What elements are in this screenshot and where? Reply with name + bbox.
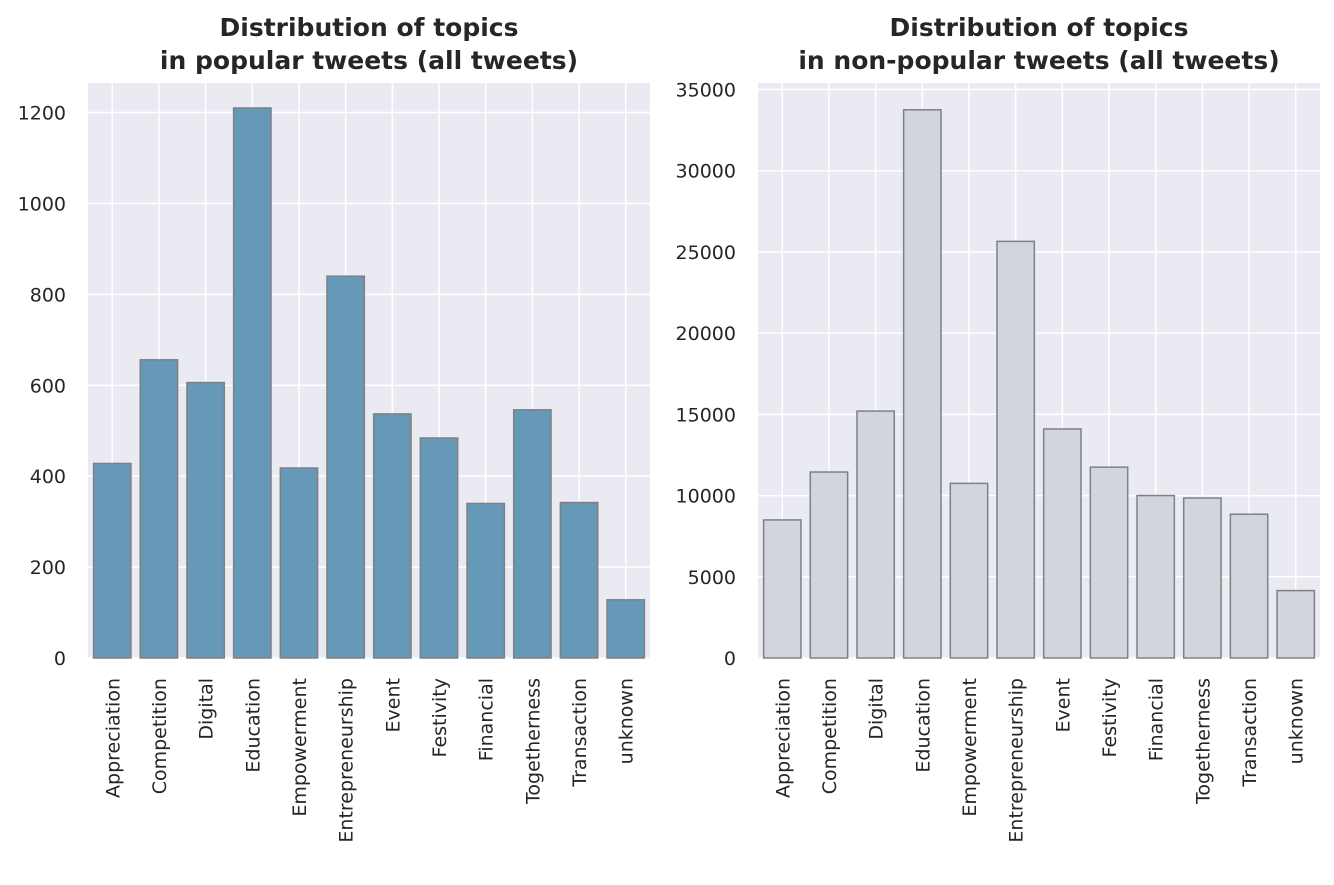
bar-togetherness <box>512 409 552 659</box>
x-tick-label: Empowerment <box>959 678 981 817</box>
y-tick-label: 0 <box>54 648 66 670</box>
y-tick-label: 30000 <box>676 161 736 183</box>
bar-festivity <box>1089 466 1129 659</box>
x-tick-label: Togetherness <box>522 678 544 805</box>
x-tick-label: Appreciation <box>772 678 794 798</box>
x-tick-label: Digital <box>866 678 888 740</box>
y-tick-label: 5000 <box>688 567 736 589</box>
x-tick-label: Festivity <box>429 678 451 757</box>
x-tick-label: Financial <box>476 678 498 761</box>
x-tick-label: Empowerment <box>289 678 311 817</box>
x-tick-label: Event <box>382 678 404 732</box>
bar-event <box>1042 428 1082 659</box>
plot-area <box>88 83 650 658</box>
chart-title: in popular tweets (all tweets) <box>160 46 578 75</box>
y-tick-label: 200 <box>30 557 66 579</box>
bar-financial <box>1136 494 1176 659</box>
bar-appreciation <box>92 462 132 659</box>
bar-entrepreneurship <box>326 275 366 659</box>
y-tick-label: 35000 <box>676 79 736 101</box>
bar-digital <box>186 381 226 659</box>
y-tick-label: 1200 <box>18 103 66 125</box>
y-tick-label: 1000 <box>18 193 66 215</box>
x-tick-label: Appreciation <box>102 678 124 798</box>
x-tick-label: Togetherness <box>1192 678 1214 805</box>
y-tick-label: 800 <box>30 284 66 306</box>
y-tick-label: 0 <box>724 648 736 670</box>
chart-non-popular-tweets: 0 5000 10000 15000 20000 25000 30000 35000 Appre… <box>676 13 1320 843</box>
x-tick-label: Competition <box>149 678 171 794</box>
bar-unknown <box>606 599 646 659</box>
bar-festivity <box>419 437 459 659</box>
bar-appreciation <box>762 519 802 659</box>
y-tick-label: 15000 <box>676 404 736 426</box>
bar-unknown <box>1276 589 1316 659</box>
x-tick-label: Event <box>1052 678 1074 732</box>
x-tick-label: Digital <box>196 678 218 740</box>
chart-title: in non-popular tweets (all tweets) <box>798 46 1279 75</box>
x-tick-label: Entrepreneurship <box>336 678 358 843</box>
x-tick-label: Transaction <box>1239 678 1261 788</box>
y-tick-label: 20000 <box>676 323 736 345</box>
plot-area <box>758 83 1320 658</box>
bar-competition <box>809 471 849 659</box>
bar-entrepreneurship <box>996 240 1036 659</box>
chart-popular-tweets: 0 200 400 600 800 1000 1200 Appreciation Competi… <box>18 13 650 843</box>
bar-event <box>372 413 412 659</box>
x-tick-label: Education <box>242 678 264 773</box>
chart-title: Distribution of topics <box>890 13 1189 42</box>
x-tick-label: Financial <box>1146 678 1168 761</box>
y-tick-label: 600 <box>30 375 66 397</box>
bar-education <box>902 109 942 659</box>
bar-transaction <box>559 501 599 659</box>
x-tick-label: Entrepreneurship <box>1006 678 1028 843</box>
x-tick-label: Festivity <box>1099 678 1121 757</box>
bar-education <box>232 107 272 659</box>
bar-togetherness <box>1182 497 1222 659</box>
y-tick-label: 10000 <box>676 486 736 508</box>
bar-digital <box>856 410 896 659</box>
bar-competition <box>139 359 179 659</box>
chart-title: Distribution of topics <box>220 13 519 42</box>
x-tick-label: Competition <box>819 678 841 794</box>
y-tick-label: 25000 <box>676 242 736 264</box>
bar-empowerment <box>279 467 319 659</box>
x-tick-label: Education <box>912 678 934 773</box>
bar-financial <box>466 502 506 659</box>
y-tick-label: 400 <box>30 466 66 488</box>
x-tick-label: unknown <box>1286 678 1308 764</box>
x-tick-label: Transaction <box>569 678 591 788</box>
bar-transaction <box>1229 513 1269 659</box>
x-tick-label: unknown <box>616 678 638 764</box>
bar-empowerment <box>949 482 989 659</box>
